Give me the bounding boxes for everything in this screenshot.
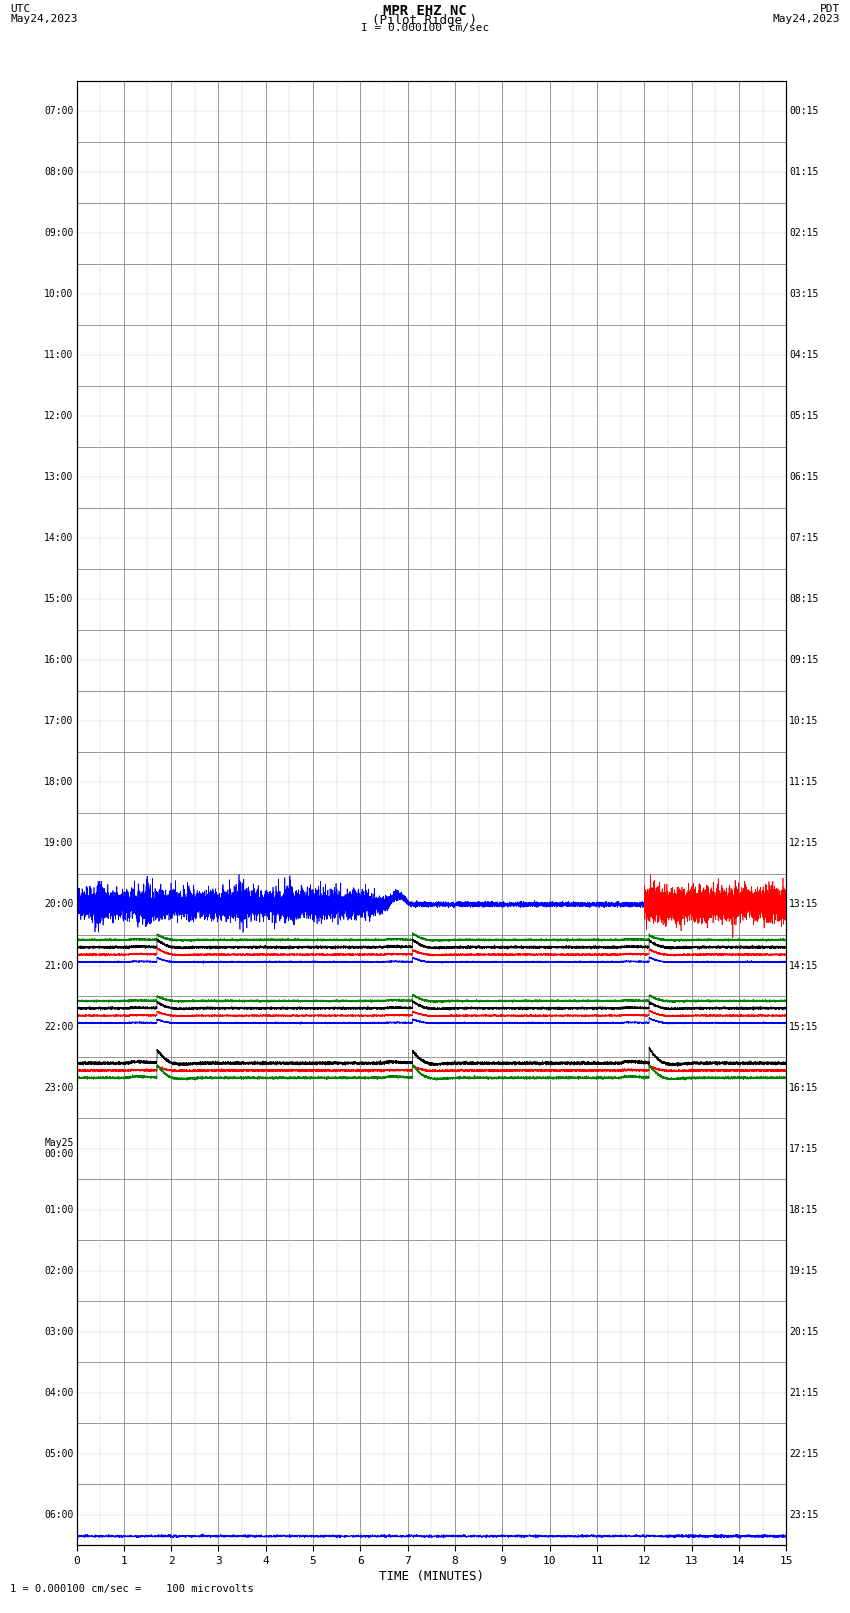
Text: (Pilot Ridge ): (Pilot Ridge ) xyxy=(372,13,478,27)
Text: I = 0.000100 cm/sec: I = 0.000100 cm/sec xyxy=(361,23,489,32)
Text: May24,2023: May24,2023 xyxy=(773,13,840,24)
Text: MPR EHZ NC: MPR EHZ NC xyxy=(383,5,467,18)
Text: May24,2023: May24,2023 xyxy=(10,13,77,24)
Text: UTC: UTC xyxy=(10,5,31,15)
Text: PDT: PDT xyxy=(819,5,840,15)
Text: 1 = 0.000100 cm/sec =    100 microvolts: 1 = 0.000100 cm/sec = 100 microvolts xyxy=(10,1584,254,1594)
X-axis label: TIME (MINUTES): TIME (MINUTES) xyxy=(379,1569,484,1582)
